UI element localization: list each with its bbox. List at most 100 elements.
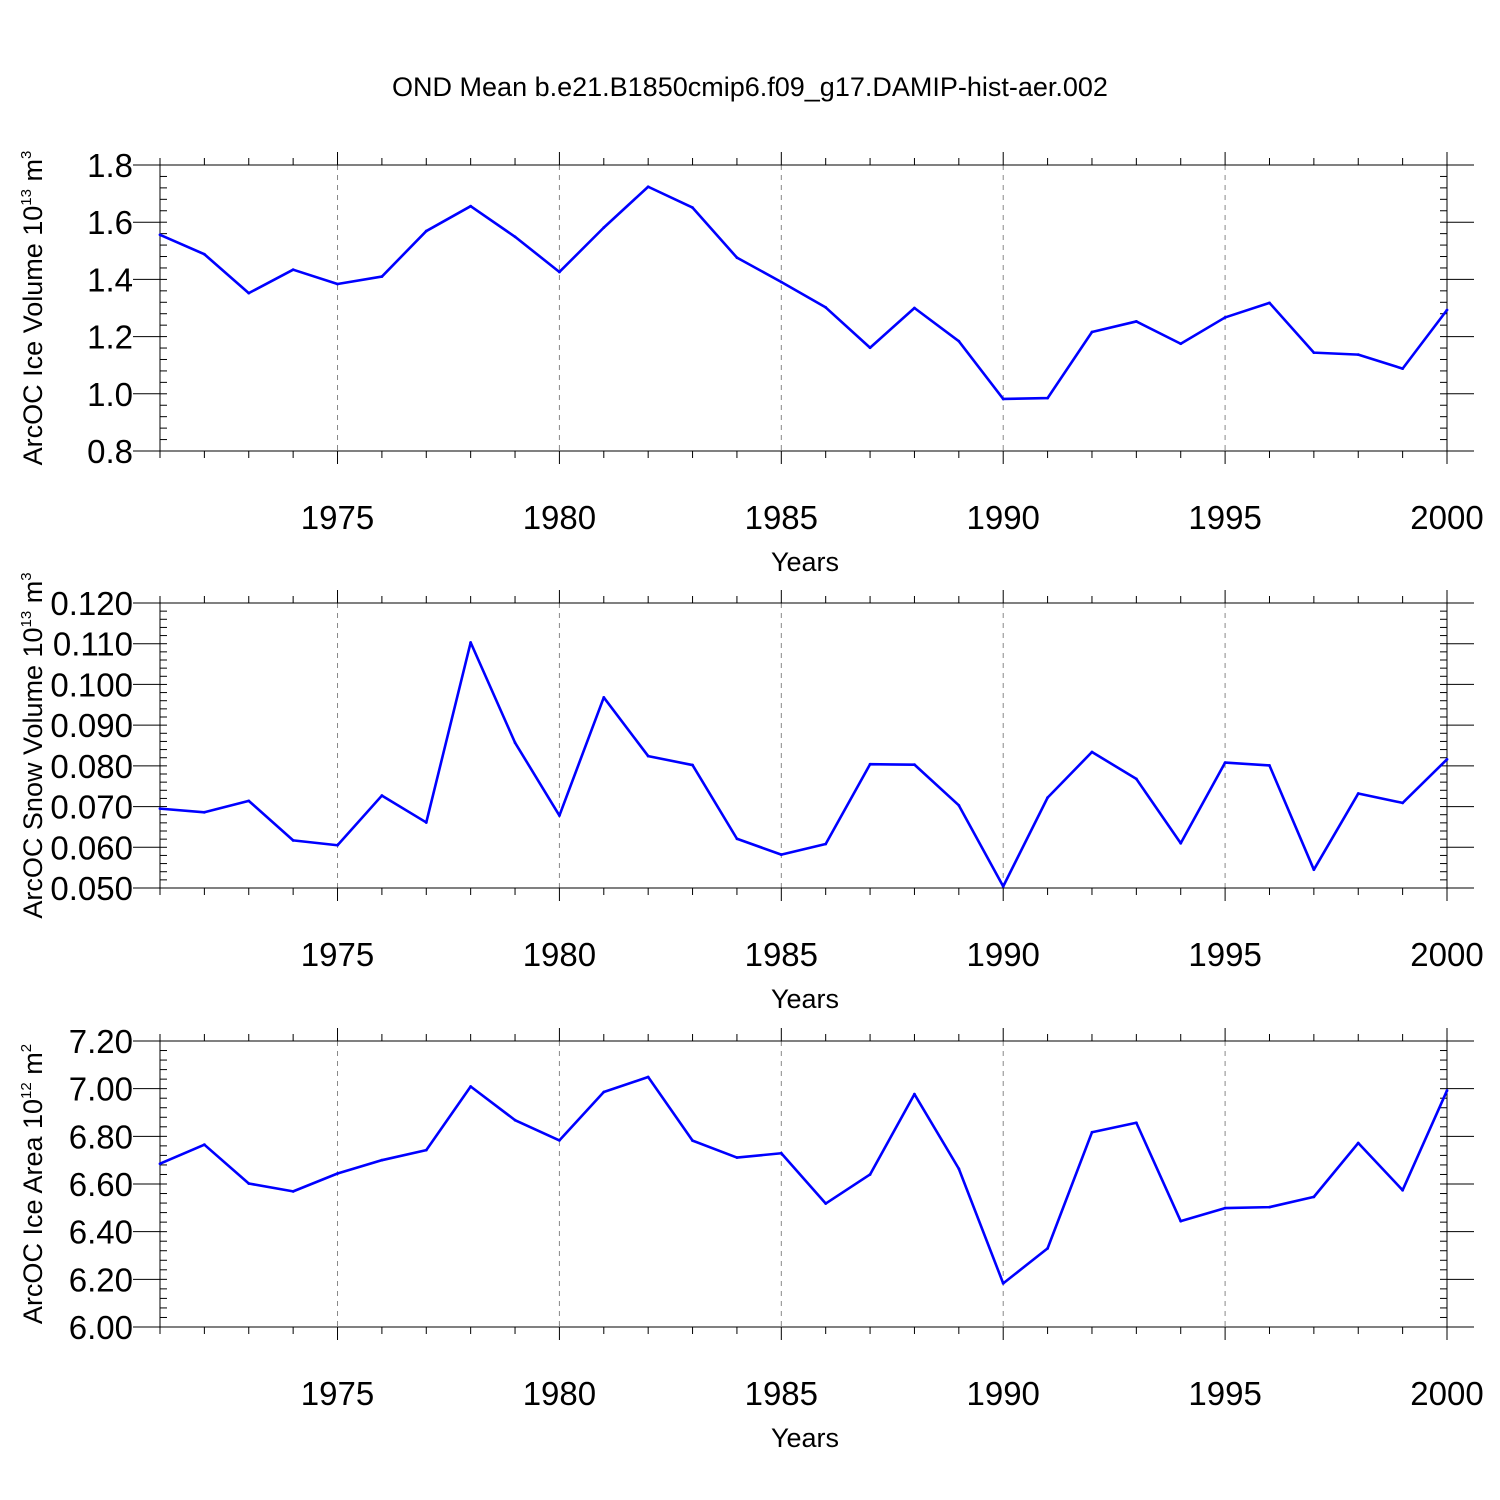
data-point (1356, 1141, 1360, 1145)
data-series-line (159, 1075, 1449, 1285)
data-point (291, 268, 295, 272)
y-tick-label: 6.80 (69, 1118, 133, 1155)
y-tick-label: 0.050 (50, 870, 133, 907)
y-tick-label: 1.8 (87, 147, 133, 184)
x-tick-label: 1980 (523, 936, 596, 973)
data-point (336, 282, 339, 286)
data-series-line (159, 641, 1448, 888)
y-tick-label: 1.0 (87, 376, 133, 413)
data-point (469, 204, 473, 208)
data-point (291, 838, 295, 842)
data-point (1312, 351, 1316, 355)
y-axis-label-part: m (18, 581, 48, 611)
data-point (868, 762, 872, 766)
y-axis-label-part: 13 (18, 189, 35, 206)
y-axis-label-part: ArcOC Ice Volume 10 (18, 206, 48, 466)
data-point (913, 763, 916, 767)
data-point (424, 821, 428, 824)
panel-3: 1975 1980 1985 1990 1995 2000 6.00 6.20 6.40 6.60… (18, 1023, 1484, 1453)
data-point (1090, 750, 1094, 754)
x-tick-label: 1975 (301, 936, 374, 973)
y-axis-label-part: m (18, 1052, 48, 1082)
data-point (957, 339, 961, 343)
y-tick-label: 6.60 (69, 1166, 133, 1203)
y-tick-label: 1.6 (87, 204, 133, 241)
data-point (380, 275, 384, 278)
x-tick-label: 1985 (745, 1375, 818, 1412)
x-tick-label: 1995 (1188, 499, 1261, 536)
x-tick-label: 2000 (1410, 499, 1483, 536)
data-point (336, 843, 339, 847)
data-point (1223, 761, 1227, 764)
y-axis-label-part: 12 (18, 1082, 35, 1099)
data-point (1401, 801, 1405, 805)
y-tick-label: 0.100 (50, 666, 133, 703)
data-point (1090, 330, 1094, 334)
data-point (1223, 1206, 1227, 1210)
data-point (158, 807, 162, 811)
data-point (779, 280, 783, 284)
data-point (380, 794, 384, 797)
data-point (868, 346, 872, 350)
data-point (1134, 1121, 1138, 1125)
data-point (1268, 301, 1271, 305)
data-point (558, 814, 561, 817)
data-point (824, 1202, 828, 1205)
data-point (735, 1156, 739, 1159)
x-tick-label: 1990 (966, 936, 1039, 973)
y-tick-label: 6.40 (69, 1214, 133, 1251)
x-tick-label: 1985 (745, 936, 818, 973)
x-tick-label: 1990 (966, 499, 1039, 536)
data-point (1046, 396, 1049, 400)
y-tick-label: 7.20 (69, 1023, 133, 1060)
data-point (1401, 1188, 1405, 1192)
data-point (1268, 1205, 1271, 1209)
data-point (602, 1090, 606, 1094)
data-point (957, 1167, 961, 1171)
y-axis-label-part: m (18, 159, 48, 189)
data-point (513, 741, 517, 745)
x-tick-label: 2000 (1410, 936, 1483, 973)
data-point (1401, 367, 1405, 371)
data-point (1268, 764, 1271, 767)
data-point (247, 1182, 251, 1185)
x-tick-label: 2000 (1410, 1375, 1483, 1412)
y-tick-label: 0.090 (50, 707, 133, 744)
data-point (868, 1173, 872, 1176)
data-point (1134, 320, 1138, 323)
data-point (602, 696, 606, 699)
x-tick-label: 1995 (1188, 1375, 1261, 1412)
data-point (469, 1085, 473, 1088)
y-axis-label-part: 3 (18, 151, 35, 159)
data-point (646, 754, 650, 758)
y-axis-label: ArcOC Snow Volume 1013 m3 (18, 572, 48, 918)
x-tick-label: 1980 (523, 499, 596, 536)
data-point (735, 837, 739, 841)
data-point (824, 842, 828, 846)
data-point (913, 306, 916, 310)
data-point (1312, 868, 1316, 872)
x-axis-label: Years (771, 547, 839, 577)
data-point (424, 229, 428, 233)
y-axis-label: ArcOC Ice Area 1012 m2 (18, 1044, 48, 1324)
data-point (691, 1139, 694, 1143)
data-point (602, 226, 606, 230)
x-tick-label: 1990 (966, 1375, 1039, 1412)
data-point (1356, 792, 1360, 795)
y-axis-label-part: ArcOC Ice Area 10 (18, 1099, 48, 1324)
y-axis-label-part: ArcOC Snow Volume 10 (18, 627, 48, 918)
data-point (1356, 353, 1360, 357)
data-point (779, 1151, 783, 1155)
data-point (202, 252, 206, 256)
data-point (824, 306, 828, 309)
x-axis-label: Years (771, 984, 839, 1014)
data-point (1179, 342, 1183, 346)
data-point (424, 1148, 428, 1152)
data-point (202, 1143, 206, 1147)
x-tick-label: 1980 (523, 1375, 596, 1412)
data-point (646, 1075, 650, 1079)
y-tick-label: 0.060 (50, 829, 133, 866)
data-point (1046, 1246, 1049, 1250)
data-point (1179, 1219, 1183, 1223)
